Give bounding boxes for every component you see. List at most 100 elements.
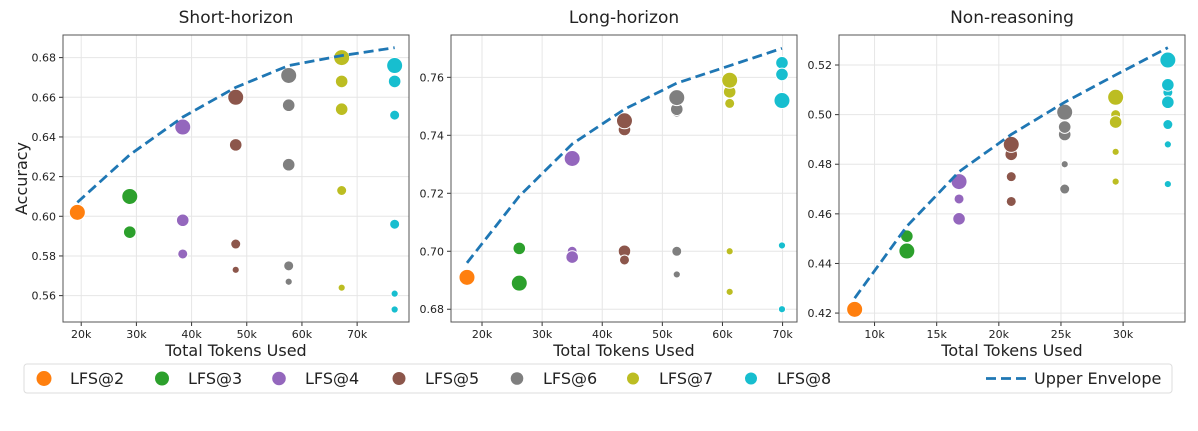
data-point-lfs-7 (1111, 147, 1120, 156)
data-point-lfs-8 (387, 74, 402, 89)
y-axis-label: Accuracy (12, 142, 31, 215)
legend-label: LFS@4 (305, 369, 359, 388)
data-point-lfs-2 (458, 268, 476, 286)
data-point-lfs-8 (1159, 51, 1177, 69)
x-tick-label: 15k (926, 328, 947, 341)
y-tick-label: 0.58 (32, 250, 57, 263)
data-point-lfs-5 (228, 138, 243, 152)
data-point-lfs-7 (336, 184, 348, 196)
data-point-lfs-7 (337, 283, 346, 292)
data-point-lfs-7 (724, 97, 736, 109)
x-tick-label: 25k (1051, 328, 1072, 341)
legend-marker-lfs-3 (155, 371, 169, 386)
x-tick-label: 30k (532, 328, 553, 341)
data-point-lfs-6 (1056, 103, 1074, 121)
legend-marker-lfs-8 (745, 372, 757, 385)
legend-label: LFS@7 (659, 369, 713, 388)
data-point-lfs-5 (618, 254, 630, 266)
y-tick-label: 0.72 (420, 187, 445, 200)
x-tick-label: 40k (181, 328, 202, 341)
plot-frame (62, 34, 410, 323)
legend-label: Upper Envelope (1034, 369, 1161, 388)
data-point-lfs-5 (227, 88, 245, 106)
data-point-lfs-7 (725, 287, 734, 296)
legend-label: LFS@8 (777, 369, 831, 388)
data-point-lfs-7 (334, 74, 349, 89)
subplot-short-horizon: Short-horizon 20k 30k 40k 50k 60k 70k 0.56 0.58 0… (12, 8, 410, 360)
subplot-non-reasoning: Non-reasoning 10k 15k 20k 25k 30k 0.42 0.44 0.46… (808, 8, 1186, 360)
legend-marker-lfs-4 (272, 371, 286, 386)
y-tick-label: 0.46 (808, 208, 833, 221)
x-axis-label: Total Tokens Used (164, 341, 306, 360)
x-tick-label: 70k (772, 328, 793, 341)
data-point-lfs-3 (898, 242, 916, 260)
data-point-lfs-6 (671, 245, 683, 257)
data-point-lfs-7 (1111, 177, 1120, 186)
data-point-lfs-8 (390, 289, 399, 298)
subplot-title: Non-reasoning (950, 8, 1074, 28)
data-point-lfs-7 (333, 49, 351, 67)
data-point-lfs-6 (281, 157, 296, 172)
x-axis-label: Total Tokens Used (552, 341, 694, 360)
data-point-lfs-5 (1005, 195, 1017, 207)
data-point-lfs-3 (121, 187, 139, 205)
data-point-lfs-8 (777, 241, 787, 250)
data-point-lfs-7 (721, 71, 739, 89)
data-point-lfs-5 (1005, 171, 1017, 183)
data-point-lfs-5 (615, 112, 633, 130)
plot-frame (838, 34, 1186, 323)
data-point-lfs-6 (281, 98, 296, 113)
data-point-lfs-5 (1002, 135, 1020, 153)
subplot-title: Long-horizon (569, 8, 679, 28)
legend-marker-lfs-7 (627, 372, 639, 385)
data-point-lfs-4 (953, 193, 965, 205)
x-tick-label: 60k (712, 328, 733, 341)
y-tick-label: 0.62 (32, 171, 57, 184)
data-point-lfs-4 (563, 149, 581, 167)
y-tick-label: 0.70 (420, 245, 445, 258)
data-point-lfs-7 (1108, 115, 1123, 129)
y-tick-label: 0.44 (808, 257, 833, 270)
legend-label: LFS@5 (425, 369, 479, 388)
data-point-lfs-8 (775, 67, 789, 82)
upper-envelope-line (853, 46, 1169, 300)
data-point-lfs-8 (777, 305, 787, 314)
data-point-lfs-6 (284, 277, 293, 286)
data-point-lfs-8 (1161, 78, 1175, 92)
plot-frame (450, 34, 798, 323)
y-tick-label: 0.56 (32, 290, 57, 303)
data-point-lfs-4 (952, 212, 966, 226)
x-tick-label: 20k (472, 328, 493, 341)
x-tick-label: 60k (292, 328, 313, 341)
legend-label: LFS@2 (70, 369, 124, 388)
legend-label: LFS@6 (543, 369, 597, 388)
data-point-lfs-8 (1161, 95, 1175, 110)
data-point-lfs-4 (177, 248, 189, 260)
data-point-lfs-6 (280, 66, 298, 84)
upper-envelope-line (76, 46, 395, 204)
data-point-lfs-3 (122, 225, 137, 239)
data-point-lfs-8 (773, 92, 791, 110)
legend-marker-lfs-6 (510, 372, 524, 385)
x-tick-label: 20k (71, 328, 92, 341)
data-point-lfs-6 (283, 260, 295, 272)
y-tick-label: 0.42 (808, 307, 833, 320)
data-point-lfs-6 (668, 89, 686, 107)
x-tick-label: 40k (592, 328, 613, 341)
x-tick-label: 10k (864, 328, 885, 341)
data-point-lfs-8 (386, 57, 404, 75)
legend-marker-lfs-5 (392, 372, 406, 385)
data-point-lfs-8 (775, 56, 789, 70)
x-tick-label: 30k (126, 328, 147, 341)
y-tick-label: 0.60 (32, 210, 57, 223)
data-point-lfs-4 (565, 250, 579, 264)
data-point-lfs-8 (390, 305, 399, 314)
data-point-lfs-7 (1107, 88, 1125, 106)
y-tick-label: 0.52 (808, 59, 833, 72)
subplot-long-horizon: Long-horizon 20k 30k 40k 50k 60k 70k 0.68 0.70 0.… (420, 8, 798, 360)
data-point-lfs-6 (1059, 183, 1071, 195)
y-tick-label: 0.48 (808, 158, 833, 171)
data-point-lfs-2 (68, 203, 86, 221)
data-point-lfs-6 (1060, 160, 1069, 169)
subplot-title: Short-horizon (179, 8, 294, 28)
